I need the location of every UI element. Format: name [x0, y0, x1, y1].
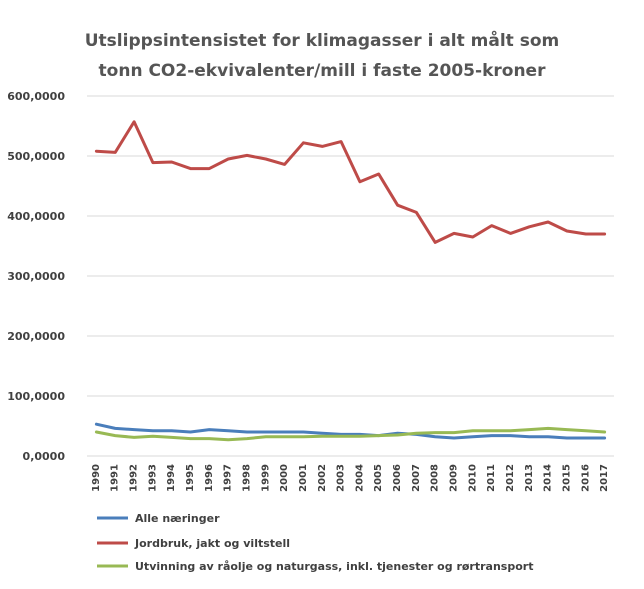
series-line-1 [94, 422, 607, 440]
series-line-3 [94, 426, 607, 442]
x-tick-label: 1995 [185, 464, 196, 492]
x-tick-label: 1994 [166, 464, 177, 492]
y-tick-label: 400,0000 [7, 210, 65, 223]
y-tick-label: 600,0000 [7, 90, 65, 103]
x-tick-label: 2001 [298, 464, 309, 492]
y-tick-label: 100,0000 [7, 390, 65, 403]
series-lines [94, 120, 607, 442]
x-tick-label: 1998 [241, 464, 252, 492]
legend-label-1: Alle næringer [135, 512, 220, 525]
x-tick-label: 2011 [486, 464, 497, 492]
y-tick-label: 200,0000 [7, 330, 65, 343]
x-tick-label: 1997 [223, 464, 234, 492]
x-tick-label: 1996 [204, 464, 215, 492]
x-tick-label: 1999 [260, 464, 271, 492]
x-tick-label: 1990 [91, 464, 102, 492]
x-tick-label: 1993 [147, 464, 158, 492]
x-tick-label: 2006 [392, 464, 403, 492]
x-tick-label: 2002 [317, 464, 328, 492]
x-tick-label: 2009 [449, 464, 460, 492]
legend-label-2: Jordbruk, jakt og viltstell [134, 537, 290, 550]
x-tick-label: 2014 [543, 464, 554, 492]
x-tick-label: 1992 [129, 464, 140, 492]
x-tick-label: 2003 [336, 464, 347, 492]
chart-title-line-2: tonn CO2-ekvivalenter/mill i faste 2005-… [99, 61, 547, 81]
x-tick-label: 2007 [411, 464, 422, 492]
y-tick-label: 0,0000 [23, 450, 66, 463]
y-axis-ticks: 0,0000 100,0000 200,0000 300,0000 400,0000 50… [7, 90, 65, 463]
x-tick-label: 2005 [373, 464, 384, 492]
y-tick-label: 300,0000 [7, 270, 65, 283]
x-tick-label: 2017 [599, 464, 610, 492]
x-tick-label: 1991 [110, 464, 121, 492]
y-tick-label: 500,0000 [7, 150, 65, 163]
x-tick-label: 2008 [430, 464, 441, 492]
x-axis-ticks: 1990 1991 1992 1993 1994 1995 1996 1997 1998 1999… [91, 464, 610, 492]
x-tick-label: 2016 [580, 464, 591, 492]
x-tick-label: 2010 [467, 464, 478, 492]
x-tick-label: 2004 [354, 464, 365, 492]
x-tick-label: 2015 [561, 464, 572, 492]
x-tick-label: 2000 [279, 464, 290, 492]
chart-title-line-1: Utslippsintensistet for klimagasser i al… [85, 29, 560, 51]
series-line-2 [94, 120, 607, 244]
legend: Alle næringer Jordbruk, jakt og viltstell… [97, 512, 533, 573]
gridlines [87, 95, 614, 457]
legend-label-3: Utvinning av råolje og naturgass, inkl. … [135, 560, 533, 573]
x-tick-label: 2013 [524, 464, 535, 492]
x-tick-label: 2012 [505, 464, 516, 492]
chart-title: Utslippsintensistet for klimagasser i al… [85, 29, 560, 81]
